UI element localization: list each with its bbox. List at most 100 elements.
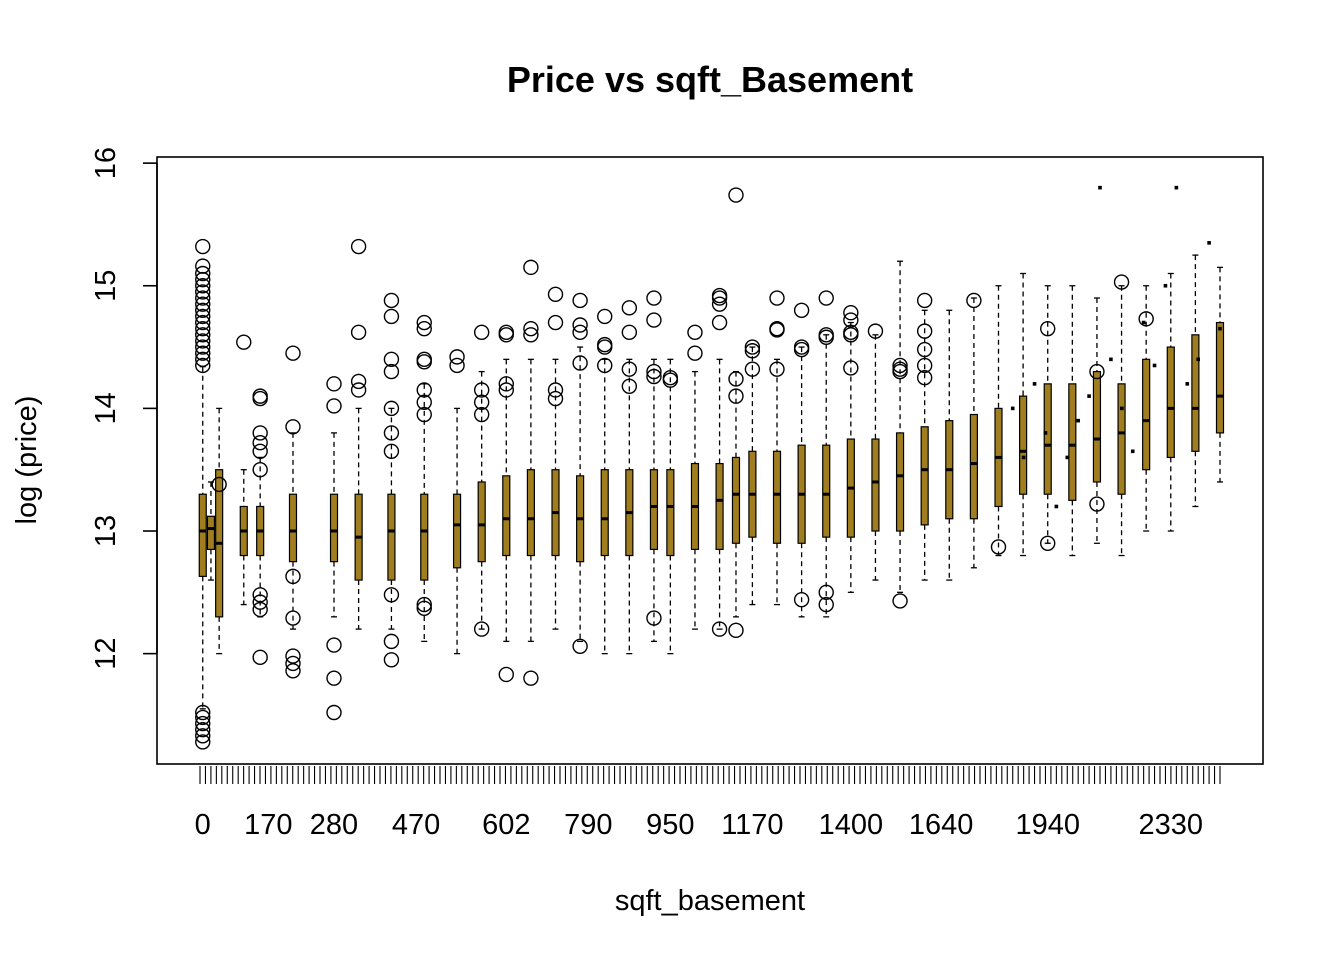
outlier-point: [1040, 320, 1056, 337]
outlier-point: [383, 633, 400, 650]
x-tick-label-470: 470: [392, 809, 440, 841]
outlier-point: [473, 406, 490, 423]
outlier-point: [892, 357, 908, 374]
box-body: [895, 432, 905, 532]
box-body: [206, 515, 216, 551]
outlier-point: [383, 425, 400, 441]
box-89: [916, 292, 933, 581]
outlier-point: [523, 327, 539, 343]
outlier-point: [1113, 274, 1130, 290]
outlier-point: [383, 292, 400, 309]
x-tick-label-0: 0: [195, 809, 211, 841]
x-tick-label-1400: 1400: [819, 809, 884, 841]
outlier-point: [285, 419, 301, 435]
outlier-point: [416, 600, 432, 616]
outlier-point: [572, 355, 588, 371]
outlier-point: [728, 388, 744, 404]
outlier-point: [498, 382, 514, 398]
outlier-point: [818, 290, 834, 306]
box-68: [744, 339, 761, 606]
box-110: [1089, 297, 1105, 544]
outlier-point: [383, 351, 400, 368]
box-38: [498, 324, 514, 683]
outlier-point: [523, 670, 539, 686]
outlier-point: [285, 648, 301, 664]
outlier-point: [416, 382, 432, 398]
outlier-point: [646, 610, 662, 626]
box-86: [892, 260, 908, 609]
outlier-point: [383, 443, 400, 460]
outlier-point: [285, 568, 301, 585]
outlier-point: [350, 373, 367, 390]
box-body: [822, 444, 831, 538]
box-2: [206, 481, 216, 581]
outlier-point: [597, 308, 613, 325]
single-point: [1032, 382, 1037, 386]
single-point: [1021, 455, 1026, 460]
outlier-point: [769, 320, 785, 337]
outlier-point: [793, 302, 810, 318]
outlier-point: [383, 400, 400, 417]
outlier-point: [498, 327, 514, 343]
box-35: [473, 324, 490, 637]
outlier-point: [195, 704, 211, 721]
outlier-point: [416, 314, 432, 331]
single-point: [1098, 185, 1102, 190]
box-113: [1113, 274, 1130, 557]
outlier-point: [350, 382, 367, 398]
outlier-point: [769, 290, 785, 306]
box-64: [711, 287, 728, 637]
outlier-point: [728, 187, 744, 203]
box-32: [449, 349, 465, 655]
outlier-point: [711, 314, 728, 331]
x-tick-label-2330: 2330: [1139, 809, 1204, 841]
outlier-point: [1089, 363, 1105, 380]
x-tick-label-602: 602: [482, 809, 530, 841]
x-tick-label-280: 280: [310, 809, 358, 841]
box-77: [818, 290, 834, 618]
box-119: [1166, 272, 1175, 532]
box-body: [1019, 395, 1028, 495]
outlier-point: [195, 734, 211, 750]
box-body: [649, 469, 659, 551]
outlier-point: [744, 339, 761, 355]
outlier-point: [285, 655, 301, 672]
outlier-point: [350, 238, 367, 255]
box-1: [195, 238, 211, 750]
outlier-point: [793, 341, 810, 358]
outlier-point: [711, 290, 728, 306]
box-17: [326, 376, 342, 721]
outlier-point: [195, 265, 211, 282]
outlier-point: [416, 406, 432, 423]
box-body: [871, 438, 880, 532]
outlier-point: [195, 308, 211, 325]
box-body: [731, 456, 741, 544]
outlier-point: [449, 349, 465, 365]
box-body: [1043, 383, 1052, 495]
single-point: [1152, 363, 1157, 368]
outlier-point: [383, 363, 400, 380]
outlier-point: [646, 363, 662, 380]
outlier-point: [711, 296, 728, 312]
outlier-point: [498, 666, 514, 683]
single-point: [1141, 320, 1146, 325]
outlier-point: [916, 292, 933, 309]
outlier-point: [195, 721, 211, 738]
box-body: [920, 426, 929, 526]
outlier-point: [621, 300, 638, 316]
outlier-point: [195, 709, 211, 726]
outlier-point: [350, 324, 367, 341]
outlier-point: [572, 324, 588, 341]
box-body: [502, 475, 511, 557]
box-body: [1215, 321, 1225, 434]
outlier-point: [843, 327, 859, 343]
outlier-point: [195, 290, 211, 306]
outlier-point: [252, 461, 268, 478]
outlier-point: [449, 357, 465, 374]
box-92: [945, 309, 954, 581]
outlier-point: [285, 663, 301, 679]
outlier-point: [966, 292, 982, 309]
box-body: [526, 469, 535, 557]
outlier-point: [285, 345, 301, 361]
single-point: [1087, 394, 1091, 398]
